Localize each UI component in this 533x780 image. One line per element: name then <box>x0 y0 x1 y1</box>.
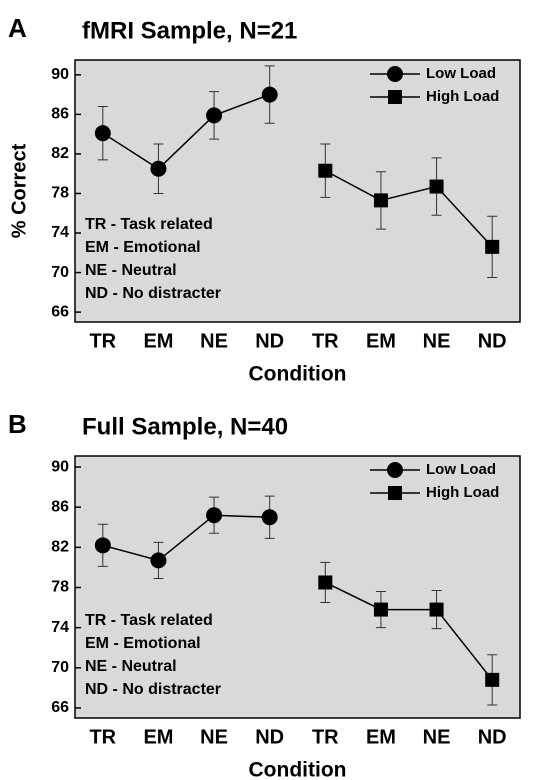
x-axis-label: Condition <box>249 363 347 386</box>
legend-label: Low Load <box>426 65 496 82</box>
legend-label: Low Load <box>426 461 496 478</box>
x-tick-label: EM <box>366 330 396 352</box>
point <box>318 575 333 590</box>
series-line <box>324 581 493 681</box>
plot-background <box>74 455 521 719</box>
x-tick-label: ND <box>478 726 507 748</box>
y-tick-label: 90 <box>51 66 69 83</box>
annotation: ND - No distracter <box>85 681 221 698</box>
y-tick-label: 66 <box>51 303 69 320</box>
y-tick-label: 86 <box>51 498 69 515</box>
point <box>318 163 333 178</box>
annotation: TR - Task related <box>85 216 213 233</box>
y-tick-label: 70 <box>51 264 69 281</box>
panel-letter: A <box>8 13 27 43</box>
x-tick-label: NE <box>200 726 228 748</box>
annotation: NE - Neutral <box>85 658 177 675</box>
y-tick-label: 78 <box>51 185 69 202</box>
chart-title: fMRI Sample, N=21 <box>82 17 297 44</box>
x-tick-label: EM <box>143 726 173 748</box>
x-tick-label: EM <box>143 330 173 352</box>
x-axis-label: Condition <box>249 759 347 780</box>
x-tick-label: TR <box>312 726 339 748</box>
legend-label: High Load <box>426 88 499 105</box>
y-tick-label: 74 <box>51 224 69 241</box>
y-axis-label: % Correct <box>8 143 30 238</box>
point <box>485 672 500 687</box>
annotation: ND - No distracter <box>85 285 221 302</box>
point <box>429 179 444 194</box>
point <box>485 239 500 254</box>
chart-panel: B Full Sample, N=40 66 70 74 78 82 86 90 TR EM NE ND… <box>8 409 521 780</box>
y-tick-label: 90 <box>51 458 69 475</box>
x-tick-label: ND <box>478 330 507 352</box>
x-tick-label: NE <box>423 330 451 352</box>
legend-marker <box>388 486 402 500</box>
point <box>261 509 278 526</box>
point <box>206 507 223 524</box>
x-tick-label: EM <box>366 726 396 748</box>
x-tick-label: ND <box>255 726 284 748</box>
point <box>373 602 388 617</box>
y-tick-label: 82 <box>51 539 69 556</box>
point <box>94 537 111 554</box>
annotation: NE - Neutral <box>85 262 177 279</box>
y-tick-label: 86 <box>51 106 69 123</box>
annotation: EM - Emotional <box>85 635 201 652</box>
x-tick-label: NE <box>423 726 451 748</box>
y-tick-label: 70 <box>51 659 69 676</box>
point <box>429 602 444 617</box>
x-tick-label: TR <box>89 726 116 748</box>
legend-marker <box>387 66 403 82</box>
y-tick-label: 74 <box>51 619 69 636</box>
x-tick-label: TR <box>89 330 116 352</box>
legend-label: High Load <box>426 484 499 501</box>
x-tick-label: NE <box>200 330 228 352</box>
y-tick-label: 78 <box>51 579 69 596</box>
point <box>206 107 223 124</box>
panel-letter: B <box>8 409 27 439</box>
point <box>261 86 278 103</box>
series-line <box>102 93 270 170</box>
legend-marker <box>387 462 403 478</box>
annotation: EM - Emotional <box>85 239 201 256</box>
chart-title: Full Sample, N=40 <box>82 413 288 440</box>
y-tick-label: 82 <box>51 145 69 162</box>
x-tick-label: TR <box>312 330 339 352</box>
legend-marker <box>388 90 402 104</box>
point <box>150 160 167 177</box>
annotation: TR - Task related <box>85 612 213 629</box>
x-tick-label: ND <box>255 330 284 352</box>
y-tick-label: 66 <box>51 699 69 716</box>
point <box>373 193 388 208</box>
point <box>150 552 167 569</box>
plot-background <box>74 59 521 323</box>
series-line <box>324 170 493 248</box>
series-line <box>102 514 270 562</box>
point <box>94 125 111 142</box>
